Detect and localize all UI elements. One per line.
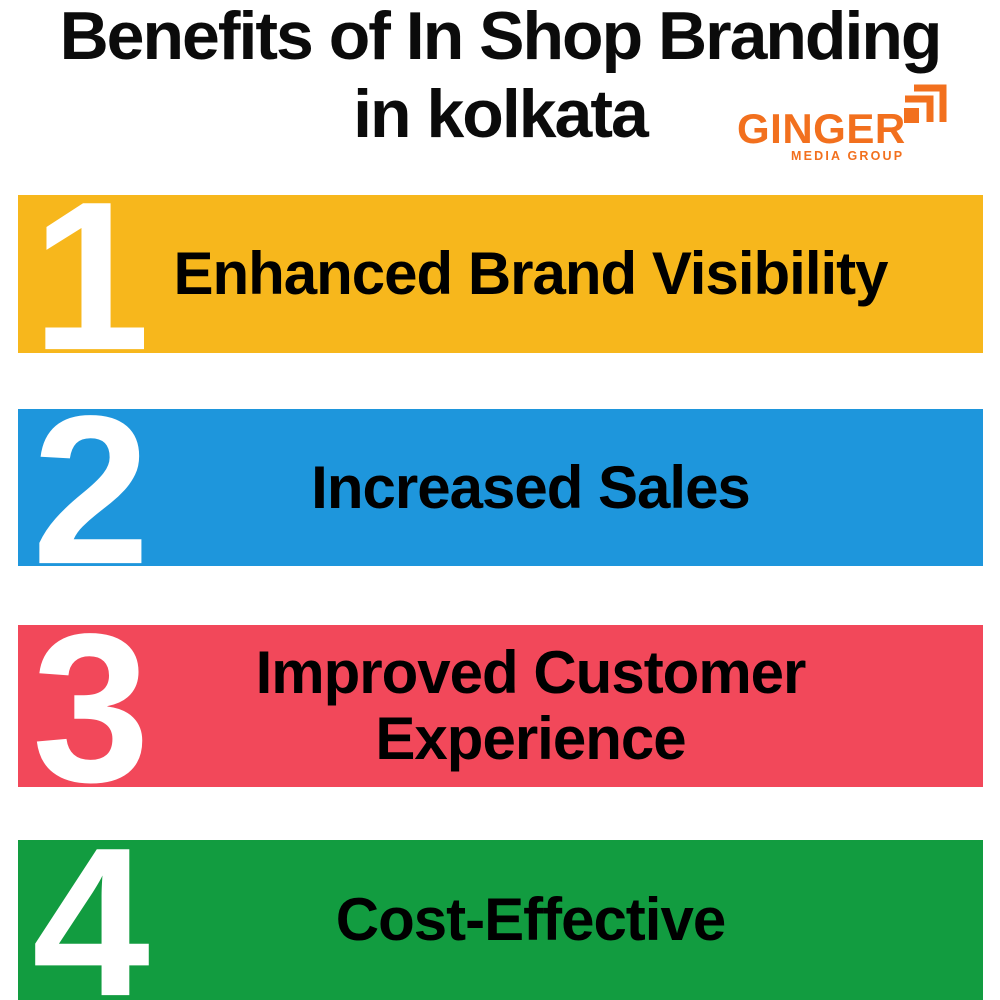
ginger-media-group-logo: GINGER MEDIA GROUP bbox=[733, 84, 955, 168]
benefit-label-3: Improved Customer Experience bbox=[255, 639, 807, 772]
logo-brand-name: GINGER bbox=[737, 105, 906, 152]
logo-tagline: MEDIA GROUP bbox=[791, 149, 905, 163]
page-title-line-1: Benefits of In Shop Branding bbox=[59, 0, 943, 74]
benefit-bar-2: 2 Increased Sales bbox=[18, 383, 983, 595]
benefit-number-2: 2 bbox=[32, 370, 150, 608]
stacked-squares-icon bbox=[904, 84, 947, 123]
benefit-bar-1: 1 Enhanced Brand Visibility bbox=[18, 170, 983, 382]
benefit-bar-4: 4 Cost-Effective bbox=[18, 816, 983, 1000]
page-title-line-2: in kolkata bbox=[353, 76, 649, 152]
benefit-label-4: Cost-Effective bbox=[335, 886, 726, 953]
benefit-number-4: 4 bbox=[32, 803, 150, 1000]
benefit-bar-3: 3 Improved Customer Experience bbox=[18, 602, 983, 814]
benefit-label-1: Enhanced Brand Visibility bbox=[173, 240, 888, 307]
benefit-number-3: 3 bbox=[32, 589, 150, 827]
benefit-label-2: Increased Sales bbox=[311, 453, 751, 521]
benefit-number-1: 1 bbox=[32, 157, 150, 395]
